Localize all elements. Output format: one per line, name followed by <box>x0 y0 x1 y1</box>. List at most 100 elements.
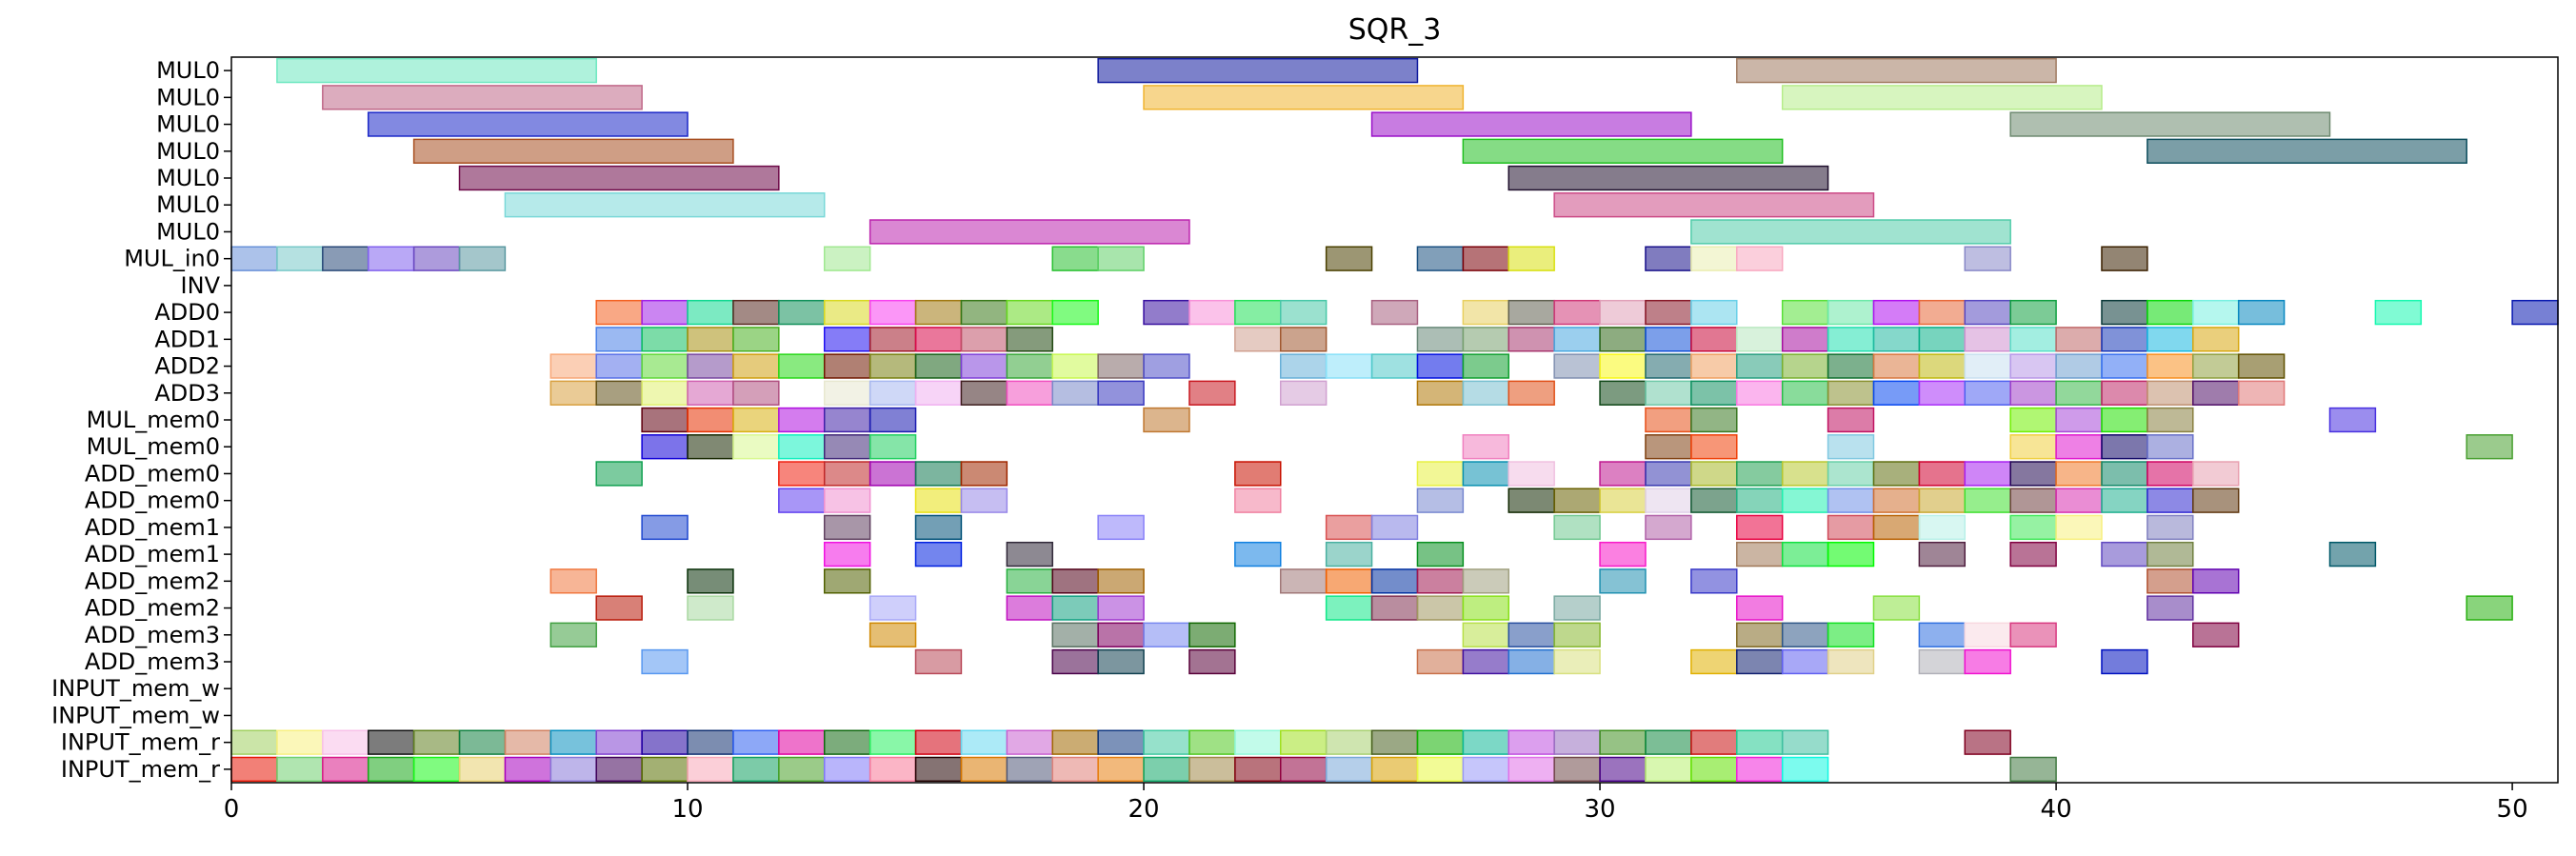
task-bar <box>641 299 689 326</box>
task-bar <box>1370 756 1419 783</box>
task-bar <box>1918 622 1967 647</box>
task-bar <box>1690 353 1738 379</box>
y-tick-label: ADD_mem0 <box>85 488 220 514</box>
task-bar <box>2192 299 2240 326</box>
task-bar <box>1872 299 1921 326</box>
task-bar <box>549 729 597 755</box>
task-bar <box>1508 756 1555 783</box>
task-bar <box>2009 407 2057 433</box>
task-bar <box>1416 488 1465 513</box>
task-bar <box>2147 595 2194 621</box>
task-bar <box>1553 488 1601 513</box>
task-bar <box>2009 299 2057 326</box>
task-bar <box>2192 353 2240 379</box>
task-bar <box>1690 299 1738 326</box>
task-bar <box>458 756 507 783</box>
task-bar <box>1234 299 1282 326</box>
task-bar <box>412 138 734 164</box>
task-bar <box>2101 461 2148 487</box>
task-bar <box>276 729 324 755</box>
task-bar <box>595 327 643 352</box>
y-tick-label: INPUT_mem_r <box>61 756 220 783</box>
task-bar <box>1508 488 1555 513</box>
task-bar <box>2055 407 2103 433</box>
task-bar <box>322 756 369 783</box>
task-bar <box>1918 488 1967 513</box>
task-bar <box>823 246 871 271</box>
task-bar <box>2328 541 2377 567</box>
task-bar <box>1279 756 1328 783</box>
task-bar <box>2009 514 2057 541</box>
task-bar <box>1918 461 1967 487</box>
task-bar <box>2466 595 2513 621</box>
task-bar <box>1325 353 1373 379</box>
task-bar <box>1781 541 1829 567</box>
task-bar <box>2009 380 2057 406</box>
task-bar <box>1416 756 1465 783</box>
task-bar <box>914 756 963 783</box>
task-bar <box>1690 756 1738 783</box>
task-bar <box>1827 622 1875 647</box>
task-bar <box>1370 299 1419 326</box>
task-bar <box>1827 648 1875 675</box>
task-bar <box>458 246 507 271</box>
y-tick-label: ADD2 <box>154 353 220 380</box>
task-bar <box>1645 327 1692 352</box>
task-bar <box>1736 595 1784 621</box>
y-tick-label: INPUT_mem_w <box>51 702 220 728</box>
task-bar <box>2147 407 2194 433</box>
chart-title: SQR_3 <box>1348 13 1442 47</box>
y-tick-label: ADD3 <box>154 380 220 407</box>
y-tick-labels: MUL0MUL0MUL0MUL0MUL0MUL0MUL0MUL_in0INVAD… <box>51 57 231 783</box>
task-bar <box>641 327 689 352</box>
task-bar <box>1508 246 1555 271</box>
y-tick-label: ADD_mem2 <box>85 567 220 594</box>
task-bar <box>2101 299 2148 326</box>
task-bar <box>1599 327 1647 352</box>
task-bar <box>2101 648 2148 675</box>
task-bar <box>549 756 597 783</box>
task-bar <box>687 327 734 352</box>
task-bar <box>504 192 826 218</box>
task-bar <box>1188 729 1236 755</box>
task-bar <box>1508 327 1555 352</box>
task-bar <box>1508 299 1555 326</box>
task-bar <box>1508 461 1555 487</box>
task-bar <box>2009 461 2057 487</box>
task-bar <box>1781 299 1829 326</box>
task-bar <box>1553 192 1875 218</box>
task-bar <box>1097 756 1145 783</box>
task-bar <box>732 756 780 783</box>
task-bar <box>1370 353 1419 379</box>
task-bar <box>687 434 734 460</box>
task-bar <box>2192 568 2240 594</box>
task-bar <box>1508 729 1555 755</box>
task-bar <box>914 380 963 406</box>
y-tick-label: ADD_mem2 <box>85 595 220 622</box>
task-bar <box>367 111 689 137</box>
task-bar <box>1964 729 2011 755</box>
task-bar <box>1781 327 1829 352</box>
task-bar <box>1964 246 2011 271</box>
task-bar <box>1827 434 1875 460</box>
task-bar <box>412 246 461 271</box>
task-bar <box>1781 461 1829 487</box>
task-bar <box>1781 622 1829 647</box>
task-bar <box>1736 461 1784 487</box>
task-bar <box>641 514 689 541</box>
y-tick-label: MUL0 <box>156 191 220 218</box>
y-tick-label: INPUT_mem_r <box>61 729 220 756</box>
task-bar <box>1462 246 1510 271</box>
task-bar <box>1599 568 1647 594</box>
task-bar <box>1006 568 1053 594</box>
task-bar <box>1645 461 1692 487</box>
task-bar <box>1462 353 1510 379</box>
task-bar <box>1690 488 1738 513</box>
task-bar <box>1325 246 1373 271</box>
task-bar <box>2237 353 2286 379</box>
task-bar <box>2101 488 2148 513</box>
task-bar <box>322 85 643 110</box>
task-bar <box>869 461 917 487</box>
task-bar <box>1645 488 1692 513</box>
